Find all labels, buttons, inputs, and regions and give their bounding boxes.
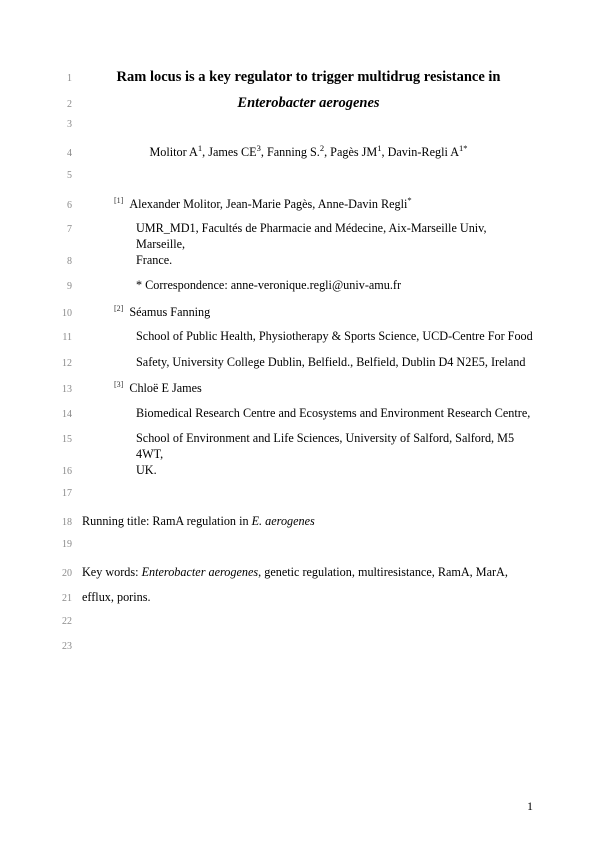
affiliation-3-addr1: 14 Biomedical Research Centre and Ecosys… bbox=[50, 406, 535, 432]
ref-marker: [3] bbox=[114, 380, 123, 389]
correspondence-line: 9 * Correspondence: anne-veronique.regli… bbox=[50, 278, 535, 304]
aff2-l3: Safety, University College Dublin, Belfi… bbox=[82, 355, 535, 371]
line-number: 12 bbox=[50, 358, 82, 369]
affiliation-1-addr1: 7 UMR_MD1, Facultés de Pharmacie and Méd… bbox=[50, 221, 535, 253]
author: , James CE bbox=[202, 145, 257, 159]
title-text-1: Ram locus is a key regulator to trigger … bbox=[82, 68, 535, 87]
running-italic: E. aerogenes bbox=[252, 514, 315, 528]
title-line-2: 2 Enterobacter aerogenes bbox=[50, 94, 535, 120]
line-number: 9 bbox=[50, 281, 82, 292]
aff3-names: Chloë E James bbox=[129, 381, 201, 395]
author: , Pagès JM bbox=[324, 145, 377, 159]
ref-marker: [1] bbox=[114, 196, 123, 205]
blank-line: 3 bbox=[50, 119, 535, 145]
author: Molitor A bbox=[149, 145, 197, 159]
line-number: 3 bbox=[50, 119, 82, 130]
blank-line: 17 bbox=[50, 488, 535, 514]
affiliation-3-addr3: 16 UK. bbox=[50, 463, 535, 489]
keywords-rest: , genetic regulation, multiresistance, R… bbox=[258, 565, 508, 579]
line-number: 14 bbox=[50, 409, 82, 420]
aff1-l4: * Correspondence: anne-veronique.regli@u… bbox=[82, 278, 535, 294]
line-number: 11 bbox=[50, 332, 82, 343]
keywords-l2: efflux, porins. bbox=[82, 590, 535, 606]
aff2-l2: School of Public Health, Physiotherapy &… bbox=[82, 329, 535, 345]
line-number: 6 bbox=[50, 200, 82, 211]
aff3-l4: UK. bbox=[82, 463, 535, 479]
page-number: 1 bbox=[527, 799, 533, 814]
running-title-line: 18 Running title: RamA regulation in E. … bbox=[50, 514, 535, 540]
keywords: Key words: Enterobacter aerogenes, genet… bbox=[82, 565, 535, 581]
aff1-sup: * bbox=[407, 195, 411, 205]
aff2-names: Séamus Fanning bbox=[129, 305, 210, 319]
title-line-1: 1 Ram locus is a key regulator to trigge… bbox=[50, 68, 535, 94]
aff1-l3: France. bbox=[82, 253, 535, 269]
affiliation-2-addr1: 11 School of Public Health, Physiotherap… bbox=[50, 329, 535, 355]
affiliation-1-addr2: 8 France. bbox=[50, 253, 535, 279]
line-number: 21 bbox=[50, 593, 82, 604]
line-number: 22 bbox=[50, 616, 82, 627]
affiliation-1-names: 6 [1] Alexander Molitor, Jean-Marie Pagès… bbox=[50, 196, 535, 222]
aff2-line: [2] Séamus Fanning bbox=[82, 304, 535, 321]
line-number: 20 bbox=[50, 568, 82, 579]
aff1-names: Alexander Molitor, Jean-Marie Pagès, Ann… bbox=[129, 197, 407, 211]
blank-line: 19 bbox=[50, 539, 535, 565]
aff1-l2: UMR_MD1, Facultés de Pharmacie and Médec… bbox=[82, 221, 535, 253]
line-number: 19 bbox=[50, 539, 82, 550]
line-number: 2 bbox=[50, 99, 82, 110]
affiliation-2-addr2: 12 Safety, University College Dublin, Be… bbox=[50, 355, 535, 381]
keywords-line-1: 20 Key words: Enterobacter aerogenes, ge… bbox=[50, 565, 535, 591]
line-number: 18 bbox=[50, 517, 82, 528]
authors-text: Molitor A1, James CE3, Fanning S.2, Pagè… bbox=[82, 145, 535, 161]
aff3-l2: Biomedical Research Centre and Ecosystem… bbox=[82, 406, 535, 422]
line-number: 10 bbox=[50, 308, 82, 319]
line-number: 15 bbox=[50, 434, 82, 445]
line-number: 5 bbox=[50, 170, 82, 181]
keywords-line-2: 21 efflux, porins. bbox=[50, 590, 535, 616]
aff1-line: [1] Alexander Molitor, Jean-Marie Pagès, … bbox=[82, 196, 535, 213]
affiliation-3-addr2: 15 School of Environment and Life Scienc… bbox=[50, 431, 535, 463]
affiliation-2-names: 10 [2] Séamus Fanning bbox=[50, 304, 535, 330]
ref-marker: [2] bbox=[114, 304, 123, 313]
running-title: Running title: RamA regulation in E. aer… bbox=[82, 514, 535, 530]
line-number: 4 bbox=[50, 148, 82, 159]
line-number: 8 bbox=[50, 256, 82, 267]
keywords-italic: Enterobacter aerogenes bbox=[142, 565, 259, 579]
line-number: 17 bbox=[50, 488, 82, 499]
author: , Davin-Regli A bbox=[382, 145, 460, 159]
running-label: Running title: RamA regulation in bbox=[82, 514, 252, 528]
line-number: 13 bbox=[50, 384, 82, 395]
line-number: 7 bbox=[50, 224, 82, 235]
title-text-2: Enterobacter aerogenes bbox=[82, 94, 535, 113]
blank-line: 23 bbox=[50, 641, 535, 667]
keywords-label: Key words: bbox=[82, 565, 142, 579]
aff3-l3: School of Environment and Life Sciences,… bbox=[82, 431, 535, 463]
line-number: 1 bbox=[50, 73, 82, 84]
authors-line: 4 Molitor A1, James CE3, Fanning S.2, Pa… bbox=[50, 145, 535, 171]
line-number: 16 bbox=[50, 466, 82, 477]
author: , Fanning S. bbox=[261, 145, 320, 159]
author-sup: 1* bbox=[459, 142, 468, 152]
affiliation-3-names: 13 [3] Chloë E James bbox=[50, 380, 535, 406]
page-body: 1 Ram locus is a key regulator to trigge… bbox=[0, 0, 595, 707]
blank-line: 22 bbox=[50, 616, 535, 642]
aff3-line: [3] Chloë E James bbox=[82, 380, 535, 397]
line-number: 23 bbox=[50, 641, 82, 652]
blank-line: 5 bbox=[50, 170, 535, 196]
